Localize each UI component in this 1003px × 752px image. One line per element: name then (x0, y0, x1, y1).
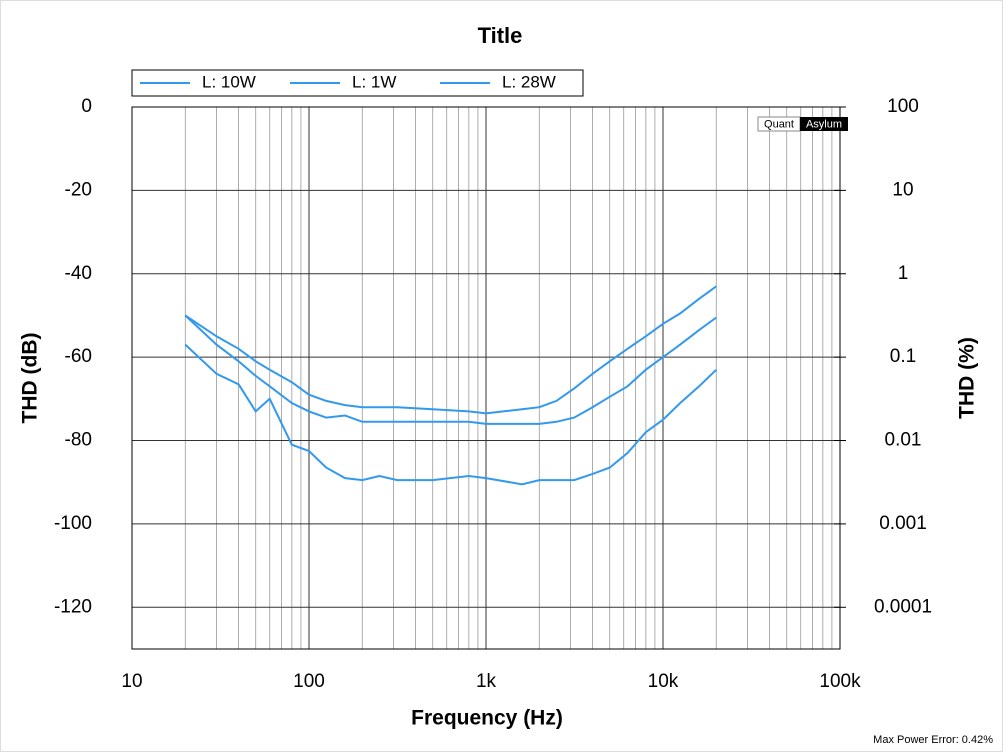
x-tick-label: 10k (648, 671, 679, 692)
data-line (184, 343, 717, 486)
y2-tick-label: 0.001 (879, 513, 927, 534)
y2-tick-label: 100 (887, 96, 919, 117)
legend-label: L: 1W (352, 72, 396, 91)
legend-label: L: 10W (202, 72, 256, 91)
y2-tick-label: 10 (892, 179, 913, 200)
watermark-box (800, 117, 848, 131)
y2-tick-label: 1 (898, 263, 909, 284)
y-tick-label: -100 (54, 513, 92, 534)
legend-label: L: 28W (502, 72, 556, 91)
y2-tick-label: 0.0001 (874, 596, 932, 617)
x-tick-label: 100k (819, 671, 861, 692)
y-tick-label: -60 (65, 346, 92, 367)
y2-tick-label: 0.1 (890, 346, 916, 367)
footnote: Max Power Error: 0.42% (873, 734, 993, 746)
watermark-right: Asylum (806, 118, 842, 130)
x-tick-label: 10 (121, 671, 142, 692)
y-tick-label: -20 (65, 179, 92, 200)
y-tick-label: 0 (81, 96, 92, 117)
x-tick-label: 1k (476, 671, 497, 692)
legend-box (131, 69, 584, 97)
y2-axis-title: THD (%) (956, 337, 979, 419)
data-line (184, 314, 717, 425)
chart-title: Title (478, 23, 523, 48)
data-line (184, 285, 717, 415)
watermark-left: Quant (764, 118, 794, 130)
x-axis-title: Frequency (Hz) (411, 707, 563, 730)
y-tick-label: -80 (65, 430, 92, 451)
y-tick-label: -120 (54, 596, 92, 617)
y-tick-label: -40 (65, 263, 92, 284)
y2-tick-label: 0.01 (885, 430, 922, 451)
y-axis-title: THD (dB) (19, 333, 42, 424)
x-tick-label: 100 (293, 671, 325, 692)
plot-frame (131, 106, 841, 650)
